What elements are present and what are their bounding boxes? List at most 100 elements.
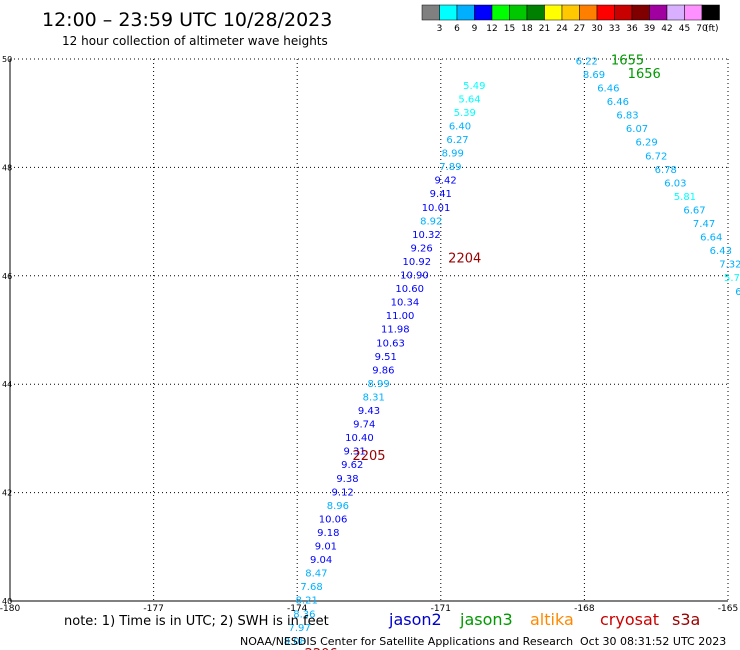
pass-time-label: 1656	[628, 67, 661, 82]
scale-swatch	[561, 4, 580, 21]
wave-height-label: 9.43	[358, 406, 380, 417]
scale-swatch	[456, 4, 475, 21]
scale-swatch	[684, 4, 703, 21]
wave-height-label: 8.31	[363, 392, 385, 403]
wave-height-label: 9.74	[353, 420, 375, 431]
satellite-legend-cryosat: cryosat	[600, 610, 659, 629]
wave-height-label: 7.97	[288, 623, 310, 634]
scale-tick-label: 45	[679, 24, 690, 34]
wave-height-labels: 5.49 5.64 5.39 6.40 6.27 8.99 7.89 9.42 9.41 10.0…	[281, 56, 740, 650]
scale-unit-label: (ft)	[705, 24, 719, 34]
wave-height-label: 9.62	[341, 460, 363, 471]
chart-subtitle: 12 hour collection of altimeter wave hei…	[62, 34, 328, 48]
wave-height-label: 10.01	[422, 203, 451, 214]
wave-height-label: 11.00	[386, 311, 415, 322]
wave-height-label: 6.43	[710, 246, 732, 257]
satellite-legend-jason2: jason2	[388, 610, 442, 629]
wave-height-label: 6.07	[626, 124, 648, 135]
scale-tick-label: 15	[504, 24, 515, 34]
pass-time-label: 2206	[305, 647, 338, 650]
scale-swatch	[614, 4, 633, 21]
x-tick-label: -180	[0, 604, 20, 614]
wave-height-label: 10.34	[391, 298, 420, 309]
wave-height-label: 6.	[735, 287, 740, 298]
scale-swatch	[701, 4, 720, 21]
wave-height-label: 9.12	[332, 487, 354, 498]
wave-height-label: 6.22	[576, 56, 598, 67]
wave-height-label: 9.51	[375, 352, 397, 363]
wave-height-label: 9.26	[411, 243, 433, 254]
x-tick-label: -174	[287, 604, 308, 614]
x-tick-label: -165	[718, 604, 738, 614]
wave-height-label: 6.46	[607, 97, 629, 108]
scale-tick-label: 36	[626, 24, 638, 34]
chart-title: 12:00 – 23:59 UTC 10/28/2023	[42, 9, 332, 31]
axis-ticks: -180 -177 -174 -171 -168 -165 40 42 44 46 48 50	[0, 55, 738, 614]
scale-swatch	[649, 4, 668, 21]
wave-height-label: 8.36	[293, 609, 315, 620]
x-tick-label: -177	[143, 604, 163, 614]
wave-height-label: 8.21	[296, 596, 318, 607]
wave-height-label: 9.18	[317, 528, 339, 539]
timestamp: Oct 30 08:31:52 UTC 2023	[580, 635, 726, 648]
credit-line: NOAA/NESDIS Center for Satellite Applica…	[240, 635, 573, 648]
wave-height-label: 10.60	[395, 284, 424, 295]
map-grid	[9, 58, 729, 602]
wave-height-label: 11.98	[381, 325, 410, 336]
x-tick-label: -171	[431, 604, 451, 614]
scale-swatch	[526, 4, 545, 21]
wave-height-label: 9.04	[310, 555, 332, 566]
wave-height-label: 5.64	[458, 94, 480, 105]
wave-height-label: 9.42	[434, 176, 456, 187]
scale-tick-label: 33	[609, 24, 620, 34]
satellite-legend-altika: altika	[530, 610, 574, 629]
scale-tick-label: 70	[696, 24, 708, 34]
wave-height-label: 5.81	[674, 192, 696, 203]
wave-height-label: 7.47	[693, 219, 715, 230]
wave-height-label: 8.99	[442, 149, 464, 160]
scale-tick-label: 6	[454, 24, 460, 34]
y-tick-label: 42	[2, 489, 12, 498]
scale-swatch	[491, 4, 510, 21]
scale-tick-label: 42	[661, 24, 672, 34]
scale-tick-label: 9	[472, 24, 478, 34]
scale-tick-label: 21	[539, 24, 550, 34]
wave-height-label: 6.27	[446, 135, 468, 146]
y-tick-label: 40	[2, 597, 12, 606]
scale-tick-label: 3	[437, 24, 443, 34]
wave-height-label: 10.92	[403, 257, 432, 268]
pass-time-label: 1655	[611, 53, 644, 68]
wave-height-label: 6.67	[683, 205, 705, 216]
scale-tick-label: 12	[486, 24, 497, 34]
wave-height-label: 8.47	[305, 569, 327, 580]
wave-height-label: 5.39	[454, 108, 476, 119]
units-note: note: 1) Time is in UTC; 2) SWH is in fe…	[64, 614, 329, 629]
scale-tick-label: 24	[556, 24, 568, 34]
y-tick-label: 46	[2, 272, 12, 281]
scale-swatch	[544, 4, 563, 21]
satellite-legend-s3a: s3a	[672, 610, 700, 629]
scale-swatch	[596, 4, 615, 21]
wave-height-label: 6.03	[664, 178, 686, 189]
wave-height-label: 8.99	[367, 379, 389, 390]
scale-swatch	[421, 4, 440, 21]
scale-swatch	[666, 4, 685, 21]
scale-tick-label: 27	[574, 24, 585, 34]
x-tick-label: -168	[574, 604, 595, 614]
y-tick-label: 50	[2, 55, 12, 64]
wave-height-label: 10.06	[319, 514, 348, 525]
wave-height-label: 6.72	[645, 151, 667, 162]
wave-height-label: 7.68	[300, 582, 322, 593]
wave-height-label: 9.01	[315, 542, 337, 553]
wave-height-label: 7.89	[439, 162, 461, 173]
satellite-legend: jason2 jason3 altika cryosat s3a	[388, 610, 700, 629]
wave-height-label: 9.31	[344, 447, 366, 458]
wave-height-label: 6.29	[635, 138, 657, 149]
scale-swatch	[579, 4, 598, 21]
scale-tick-label: 39	[644, 24, 656, 34]
wave-height-label: 6.40	[449, 121, 471, 132]
y-tick-label: 44	[2, 380, 12, 389]
wave-height-label: 6.78	[655, 165, 677, 176]
scale-tick-label: 30	[591, 24, 603, 34]
